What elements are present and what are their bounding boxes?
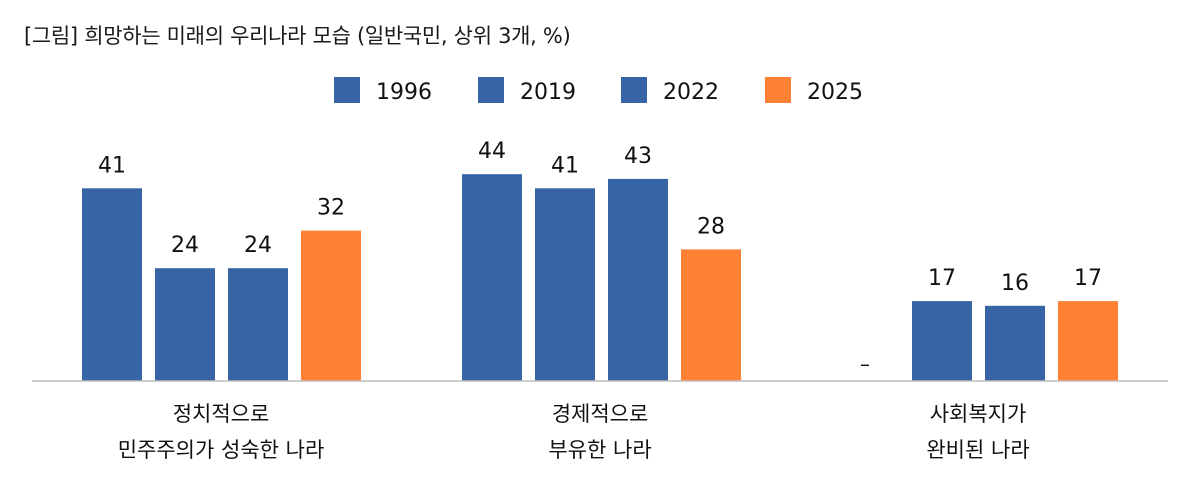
legend-swatch-1996 bbox=[334, 77, 360, 103]
data-label-2025-group-2: 28 bbox=[697, 214, 725, 239]
bar-2019-group-3 bbox=[912, 301, 972, 381]
data-label-2022-group-2: 43 bbox=[624, 144, 652, 169]
data-label-2019-group-2: 41 bbox=[551, 153, 579, 178]
data-label-2022-group-3: 16 bbox=[1001, 271, 1029, 296]
bar-2022-group-1 bbox=[228, 268, 288, 381]
bars-group bbox=[82, 174, 1118, 381]
legend-swatch-2025 bbox=[765, 77, 791, 103]
bar-2022-group-3 bbox=[985, 305, 1045, 381]
data-label-1996-group-3-missing: – bbox=[860, 352, 870, 376]
legend-label-2025: 2025 bbox=[807, 80, 863, 105]
data-label-2019-group-1: 24 bbox=[171, 233, 199, 258]
category-label-3-line-1: 사회복지가 bbox=[930, 402, 1027, 426]
legend-label-2019: 2019 bbox=[520, 80, 576, 105]
bar-2019-group-2 bbox=[535, 188, 595, 381]
legend: 1996 2019 2022 2025 bbox=[334, 77, 863, 105]
category-label-2-line-2: 부유한 나라 bbox=[548, 438, 651, 462]
chart-title: [그림] 희망하는 미래의 우리나라 모습 (일반국민, 상위 3개, %) bbox=[24, 24, 571, 48]
category-label-2-line-1: 경제적으로 bbox=[552, 402, 649, 426]
legend-swatch-2022 bbox=[621, 77, 647, 103]
bar-1996-group-2 bbox=[462, 174, 522, 381]
category-label-1-line-1: 정치적으로 bbox=[173, 402, 270, 426]
data-label-2025-group-1: 32 bbox=[317, 196, 345, 221]
data-label-2019-group-3: 17 bbox=[928, 266, 956, 291]
data-label-1996-group-2: 44 bbox=[478, 139, 506, 164]
data-labels-group: 41 44 – 24 41 17 24 43 16 32 28 17 bbox=[98, 139, 1102, 376]
bar-2025-group-3 bbox=[1058, 301, 1118, 381]
category-label-3-line-2: 완비된 나라 bbox=[926, 438, 1029, 462]
legend-label-2022: 2022 bbox=[663, 80, 719, 105]
bar-2019-group-1 bbox=[155, 268, 215, 381]
legend-swatch-2019 bbox=[478, 77, 504, 103]
data-label-2025-group-3: 17 bbox=[1074, 266, 1102, 291]
data-label-1996-group-1: 41 bbox=[98, 153, 126, 178]
bar-2022-group-2 bbox=[608, 178, 668, 381]
bar-2025-group-1 bbox=[301, 230, 361, 381]
data-label-2022-group-1: 24 bbox=[244, 233, 272, 258]
legend-label-1996: 1996 bbox=[376, 80, 432, 105]
bar-2025-group-2 bbox=[681, 249, 741, 381]
bar-1996-group-1 bbox=[82, 188, 142, 381]
category-label-1-line-2: 민주주의가 성숙한 나라 bbox=[118, 438, 325, 462]
